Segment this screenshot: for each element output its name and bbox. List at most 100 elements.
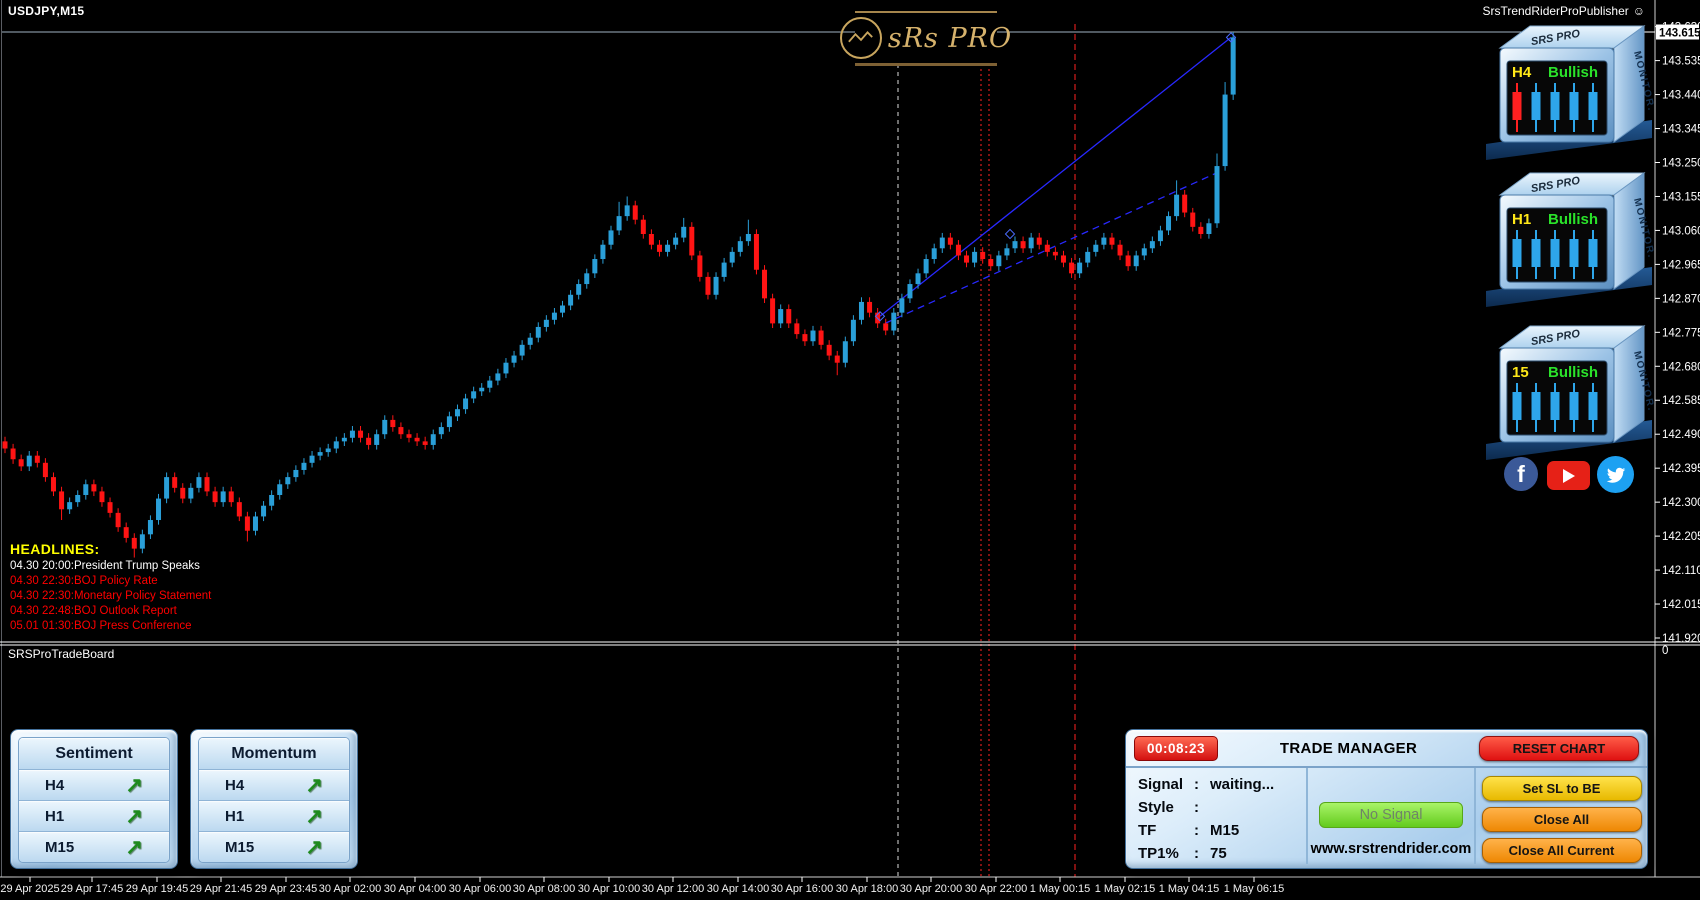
signal-value: waiting...: [1210, 776, 1275, 793]
no-signal-indicator: No Signal: [1319, 802, 1463, 828]
sentiment-row-m15: M15 ↗: [19, 831, 169, 862]
monitor-timeframe: H4: [1512, 64, 1532, 81]
up-arrow-icon: ↗: [305, 773, 323, 797]
time-label: 1 May 06:15: [1224, 883, 1285, 895]
time-label: 30 Apr 12:00: [642, 883, 704, 895]
logo-chart-circle-icon: [839, 17, 882, 59]
momentum-panel: Momentum H4 ↗ H1 ↗ M15 ↗: [190, 729, 358, 869]
time-label: 29 Apr 2025: [0, 883, 59, 895]
price-label: 142.585: [1662, 395, 1700, 407]
price-label: 142.870: [1662, 293, 1700, 305]
countdown-timer: 00:08:23: [1134, 735, 1218, 761]
price-label: 142.300: [1662, 497, 1700, 509]
smiley-icon: ☺: [1632, 4, 1645, 18]
publisher-label: SrsTrendRiderProPublisher ☺: [1482, 4, 1645, 18]
price-label: 143.250: [1662, 157, 1700, 169]
trend-markers: [874, 32, 1237, 322]
price-label: 142.680: [1662, 361, 1700, 373]
trend-lines: [879, 36, 1232, 324]
price-label: 143.155: [1662, 191, 1700, 203]
time-label: 30 Apr 22:00: [965, 883, 1027, 895]
momentum-row-h4: H4 ↗: [199, 769, 349, 800]
time-label: 30 Apr 20:00: [900, 883, 962, 895]
publisher-text: SrsTrendRiderProPublisher: [1482, 4, 1629, 18]
price-label: 142.110: [1662, 565, 1700, 577]
up-arrow-icon: ↗: [125, 835, 143, 859]
sentiment-row-h4: H4 ↗: [19, 769, 169, 800]
current-price-box: [1656, 24, 1699, 40]
trade-manager-title: TRADE MANAGER: [1279, 739, 1418, 757]
time-label: 30 Apr 18:00: [836, 883, 898, 895]
time-label: 30 Apr 16:00: [771, 883, 833, 895]
headline-item: 05.01 01:30:BOJ Press Conference: [10, 620, 192, 632]
price-label: 143.535: [1662, 56, 1700, 68]
price-label: 142.205: [1662, 531, 1700, 543]
twitter-icon[interactable]: [1597, 456, 1634, 493]
time-label: 30 Apr 06:00: [449, 883, 511, 895]
symbol-timeframe-label: USDJPY,M15: [8, 4, 85, 18]
price-label: 143.440: [1662, 90, 1700, 102]
sentiment-row-h1: H1 ↗: [19, 800, 169, 831]
sentiment-header: Sentiment: [19, 738, 169, 769]
time-label: 30 Apr 08:00: [513, 883, 575, 895]
price-axis: 143.630143.535143.440143.345143.250143.1…: [1642, 22, 1700, 657]
tf-value: M15: [1210, 822, 1240, 839]
headline-item: 04.30 22:48:BOJ Outlook Report: [10, 605, 177, 617]
candlestick-series: [2, 32, 1236, 558]
vertical-event-lines: [897, 24, 1076, 877]
time-label: 30 Apr 14:00: [707, 883, 769, 895]
headline-item: 04.30 20:00:President Trump Speaks: [10, 560, 200, 572]
momentum-row-m15: M15 ↗: [199, 831, 349, 862]
up-arrow-icon: ↗: [305, 804, 323, 828]
monitor-status: Bullish: [1548, 211, 1598, 228]
youtube-icon[interactable]: [1547, 461, 1590, 490]
up-arrow-icon: ↗: [125, 773, 143, 797]
price-label: 142.015: [1662, 599, 1700, 611]
price-label: 143.345: [1662, 124, 1700, 136]
price-label: 143.060: [1662, 225, 1700, 237]
monitor-status: Bullish: [1548, 64, 1598, 81]
headlines-title: HEADLINES:: [10, 541, 100, 557]
subwindow-indicator-label: SRSProTradeBoard: [8, 647, 115, 661]
time-label: 1 May 04:15: [1159, 883, 1220, 895]
up-arrow-icon: ↗: [125, 804, 143, 828]
time-label: 30 Apr 04:00: [384, 883, 446, 895]
time-axis: 29 Apr 2025 29 Apr 17:45 29 Apr 19:45 29 Ap…: [0, 877, 1284, 895]
momentum-header: Momentum: [199, 738, 349, 769]
monitor-timeframe: H1: [1512, 211, 1531, 228]
time-label: 29 Apr 19:45: [126, 883, 188, 895]
price-label: 142.965: [1662, 259, 1700, 271]
tp1-value: 75: [1210, 845, 1227, 862]
price-label: 142.490: [1662, 429, 1700, 441]
time-label: 1 May 00:15: [1030, 883, 1091, 895]
reset-chart-button[interactable]: RESET CHART: [1479, 735, 1639, 761]
monitor-status: Bullish: [1548, 364, 1598, 381]
sentiment-panel: Sentiment H4 ↗ H1 ↗ M15 ↗: [10, 729, 178, 869]
close-all-current-button[interactable]: Close All Current: [1481, 838, 1642, 863]
close-all-button[interactable]: Close All: [1481, 807, 1642, 832]
srs-pro-logo: sRs PRO: [839, 11, 1011, 66]
time-label: 1 May 02:15: [1095, 883, 1156, 895]
set-sl-to-be-button[interactable]: Set SL to BE: [1481, 776, 1642, 801]
time-label: 29 Apr 21:45: [190, 883, 252, 895]
trade-manager-panel: 00:08:23 TRADE MANAGER RESET CHART Signa…: [1125, 729, 1648, 869]
price-label: 142.775: [1662, 327, 1700, 339]
logo-text: sRs PRO: [887, 22, 1013, 54]
website-link[interactable]: www.srstrendrider.com: [1310, 841, 1472, 857]
chart-frame: [0, 0, 1700, 878]
price-label: 141.920: [1662, 633, 1700, 645]
subwindow-scale-label: 0: [1662, 645, 1668, 657]
monitor-timeframe: 15: [1512, 364, 1529, 381]
time-label: 29 Apr 17:45: [61, 883, 123, 895]
current-price-label: 143.615: [1659, 28, 1700, 40]
trade-status-fields: Signal: waiting... Style: TF: M15 TP1%:75: [1126, 768, 1308, 864]
facebook-icon[interactable]: f: [1504, 457, 1538, 491]
news-headlines: HEADLINES: 04.30 20:00:President Trump S…: [10, 541, 211, 632]
time-label: 30 Apr 02:00: [319, 883, 381, 895]
time-label: 30 Apr 10:00: [578, 883, 640, 895]
